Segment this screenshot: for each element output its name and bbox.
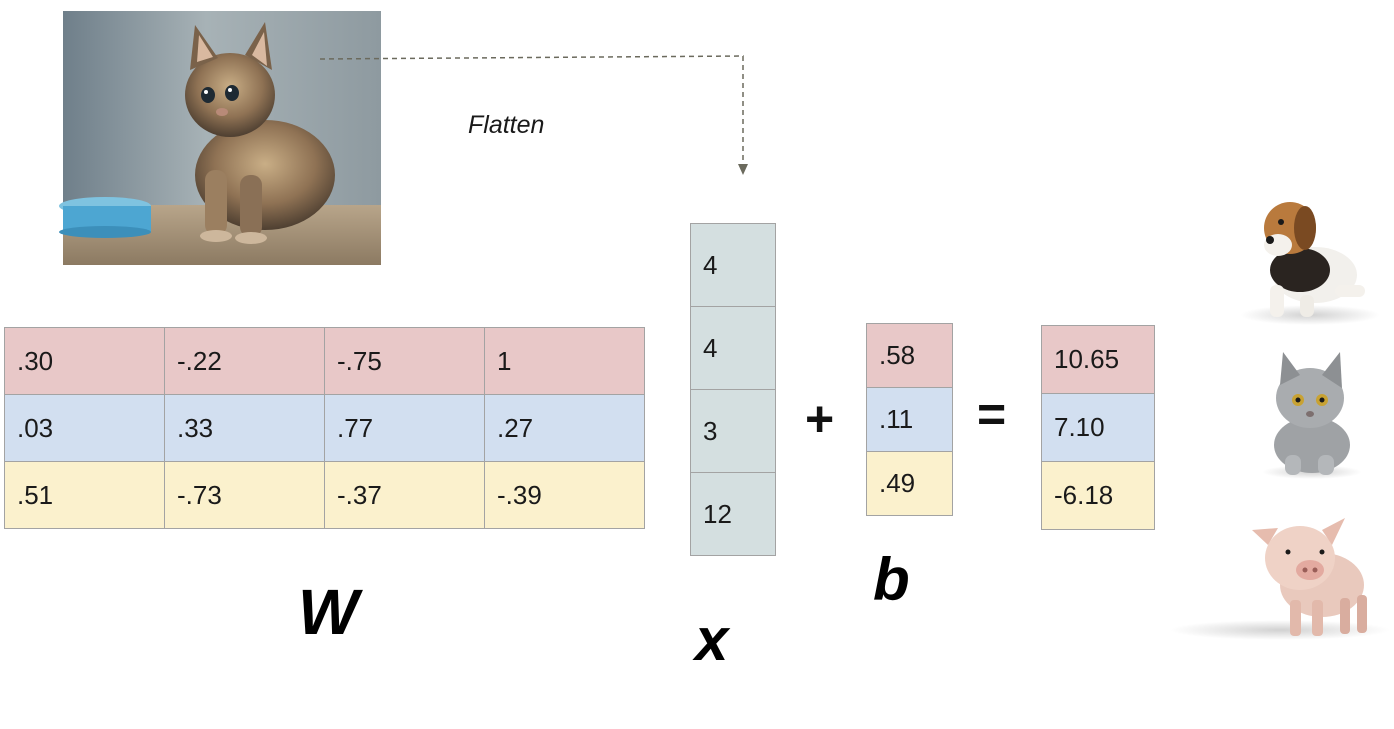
weight-cell: -.39 (484, 461, 645, 529)
weight-cell: .33 (164, 394, 325, 462)
score-cell: 10.65 (1041, 325, 1155, 394)
input-cell: 4 (690, 223, 776, 307)
input-cell: 3 (690, 389, 776, 473)
weight-cell: .30 (4, 327, 165, 395)
pig-image (1170, 518, 1390, 640)
weight-cell: 1 (484, 327, 645, 395)
bias-cell: .11 (866, 387, 953, 452)
weight-cell: -.37 (324, 461, 485, 529)
kitten-photo (59, 11, 381, 265)
equals-sign: = (977, 386, 1007, 442)
bias-vector-label: b (873, 546, 910, 613)
weight-cell: -.22 (164, 327, 325, 395)
weight-cell: .27 (484, 394, 645, 462)
weight-cell: .77 (324, 394, 485, 462)
weight-matrix-label: W (298, 576, 359, 648)
bias-cell: .49 (866, 451, 953, 516)
plus-sign: + (805, 391, 835, 447)
weight-cell: .03 (4, 394, 165, 462)
bias-cell: .58 (866, 323, 953, 388)
weight-cell: .51 (4, 461, 165, 529)
input-cell: 12 (690, 472, 776, 556)
input-cell: 4 (690, 306, 776, 390)
cat-image (1262, 352, 1362, 479)
weight-cell: -.75 (324, 327, 485, 395)
input-vector-label: x (695, 606, 729, 673)
weight-cell: -.73 (164, 461, 325, 529)
score-cell: -6.18 (1041, 461, 1155, 530)
flatten-label: Flatten (468, 111, 545, 139)
score-cell: 7.10 (1041, 393, 1155, 462)
flatten-arrow (319, 55, 748, 175)
dog-image (1240, 202, 1380, 325)
